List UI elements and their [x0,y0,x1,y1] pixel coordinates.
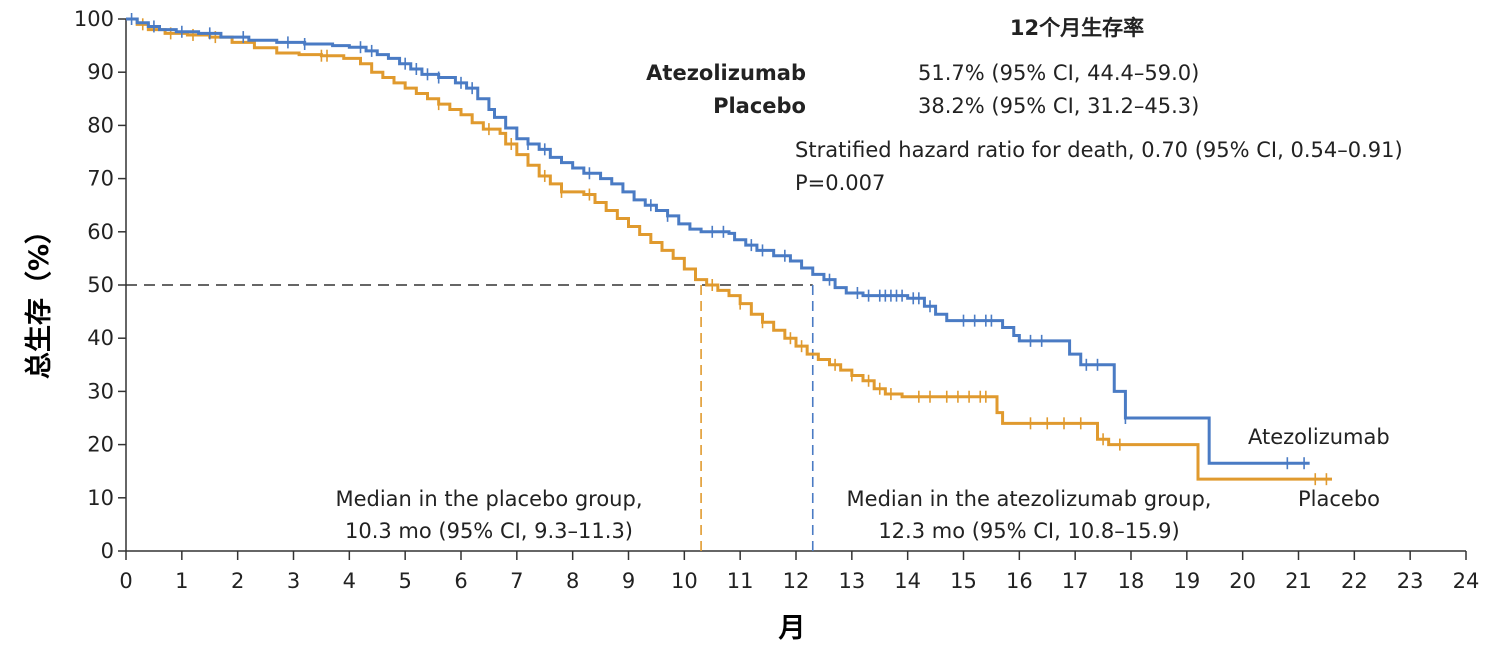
x-tick-label: 0 [119,569,132,593]
x-tick-label: 13 [838,569,865,593]
median-atezolizumab-line1: Median in the atezolizumab group, [847,487,1212,511]
y-tick-label: 30 [87,379,114,403]
hazard-ratio-text: Stratified hazard ratio for death, 0.70 … [795,138,1403,162]
x-tick-label: 22 [1341,569,1368,593]
curve-atezolizumab [126,17,1310,465]
legend-placebo-value: 38.2% (95% CI, 31.2–45.3) [918,94,1199,118]
y-tick-label: 60 [87,220,114,244]
x-tick-label: 17 [1062,569,1089,593]
y-tick-label: 10 [87,486,114,510]
y-tick-label: 0 [101,539,114,563]
x-tick-label: 21 [1285,569,1312,593]
x-tick-label: 14 [894,569,921,593]
x-tick-label: 19 [1173,569,1200,593]
x-tick-label: 9 [622,569,635,593]
legend-atezolizumab-value: 51.7% (95% CI, 44.4–59.0) [918,61,1199,85]
curve-placebo [126,17,1332,481]
median-atezolizumab-line2: 12.3 mo (95% CI, 10.8–15.9) [878,519,1179,543]
legend-header: 12个月生存率 [1010,16,1144,40]
survival-curves [126,13,1332,486]
x-tick-label: 18 [1118,569,1145,593]
p-value-text: P=0.007 [795,171,885,195]
x-tick-label: 20 [1229,569,1256,593]
y-tick-label: 80 [87,113,114,137]
x-tick-label: 6 [454,569,467,593]
x-tick-label: 4 [343,569,356,593]
x-tick-label: 1 [175,569,188,593]
x-ticks: 0 1 2 3 4 5 6 7 8 9 10 11 12 13 14 15 16 17 18 19 20 21 22 23 24 [119,551,1479,593]
line-label-placebo: Placebo [1298,487,1380,511]
y-tick-label: 90 [87,60,114,84]
median-placebo-line2: 10.3 mo (95% CI, 9.3–11.3) [345,519,633,543]
x-tick-label: 10 [671,569,698,593]
x-tick-label: 12 [783,569,810,593]
median-lines [126,284,814,551]
legend-atezolizumab-name: Atezolizumab [646,61,806,85]
x-tick-label: 16 [1006,569,1033,593]
legend-placebo-name: Placebo [713,94,806,118]
y-tick-label: 70 [87,167,114,191]
y-axis-title: 总生存（%） [24,217,55,379]
x-tick-label: 5 [398,569,411,593]
line-label-atezolizumab: Atezolizumab [1248,425,1390,449]
x-tick-label: 15 [950,569,977,593]
x-tick-label: 11 [727,569,754,593]
y-tick-label: 40 [87,326,114,350]
x-tick-label: 24 [1453,569,1480,593]
x-tick-label: 7 [510,569,523,593]
x-tick-label: 3 [287,569,300,593]
x-tick-label: 2 [231,569,244,593]
median-placebo-line1: Median in the placebo group, [335,487,642,511]
x-axis-title: 月 [778,613,806,644]
y-tick-label: 100 [74,7,114,31]
y-tick-label: 20 [87,433,114,457]
x-tick-label: 23 [1397,569,1424,593]
y-ticks: 0 10 20 30 40 50 60 70 80 90 100 [74,7,126,563]
x-tick-label: 8 [566,569,579,593]
y-tick-label: 50 [87,273,114,297]
